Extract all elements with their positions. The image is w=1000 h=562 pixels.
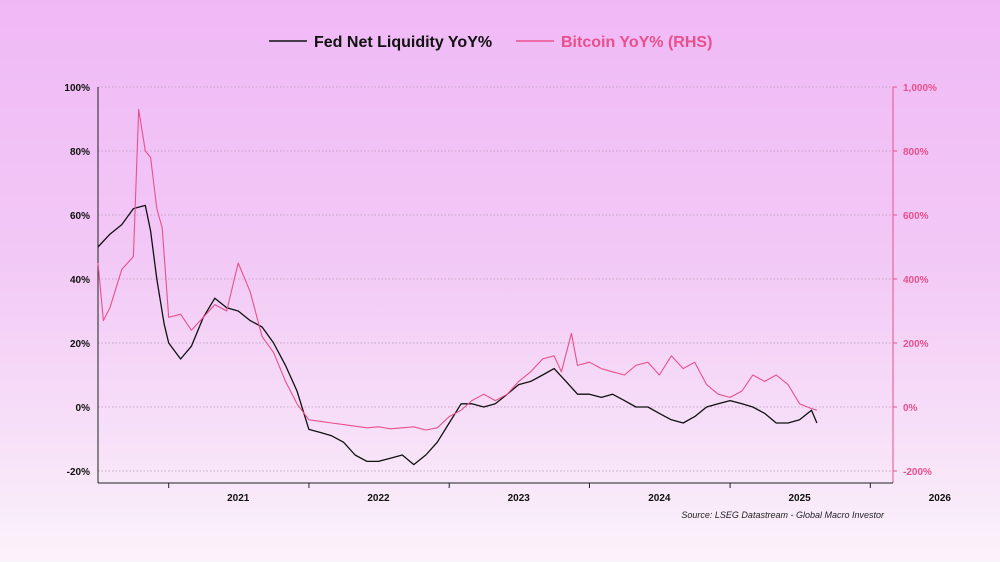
x-tick-label: 2023 bbox=[508, 493, 531, 504]
source-note: Source: LSEG Datastream - Global Macro I… bbox=[681, 510, 885, 520]
series-lines bbox=[97, 108, 818, 466]
legend-label-btc: Bitcoin YoY% (RHS) bbox=[561, 34, 712, 51]
y-right-tick-label: 800% bbox=[903, 147, 929, 158]
x-tick-label: 2026 bbox=[929, 493, 952, 504]
y-left-tick-label: 100% bbox=[64, 83, 90, 94]
legend: Fed Net Liquidity YoY% Bitcoin YoY% (RHS… bbox=[269, 34, 712, 51]
y-left-tick-label: 60% bbox=[70, 211, 90, 222]
fed-net-liquidity-line bbox=[97, 204, 818, 466]
y-right-tick-label: 400% bbox=[903, 275, 929, 286]
x-tick-label: 2021 bbox=[227, 493, 250, 504]
y-right-tick-label: 1,000% bbox=[903, 83, 937, 94]
y-left-tick-label: 80% bbox=[70, 147, 90, 158]
legend-label-fed: Fed Net Liquidity YoY% bbox=[314, 34, 492, 51]
bitcoin-yoy-line bbox=[97, 108, 818, 431]
y-right-tick-label: 0% bbox=[903, 403, 918, 414]
y-right-tick-label: 600% bbox=[903, 211, 929, 222]
axes: 100% 80% 60% 40% 20% 0% -20% 1,000% 800% 600% 400%… bbox=[64, 83, 951, 504]
grid bbox=[98, 86, 893, 472]
x-tick-label: 2022 bbox=[367, 493, 390, 504]
y-right-tick-label: -200% bbox=[903, 467, 932, 478]
x-tick-label: 2025 bbox=[789, 493, 812, 504]
y-left-tick-label: 0% bbox=[76, 403, 91, 414]
y-left-tick-label: -20% bbox=[67, 467, 90, 478]
x-tick-label: 2024 bbox=[648, 493, 671, 504]
y-right-tick-label: 200% bbox=[903, 339, 929, 350]
y-left-tick-label: 20% bbox=[70, 339, 90, 350]
y-left-tick-label: 40% bbox=[70, 275, 90, 286]
